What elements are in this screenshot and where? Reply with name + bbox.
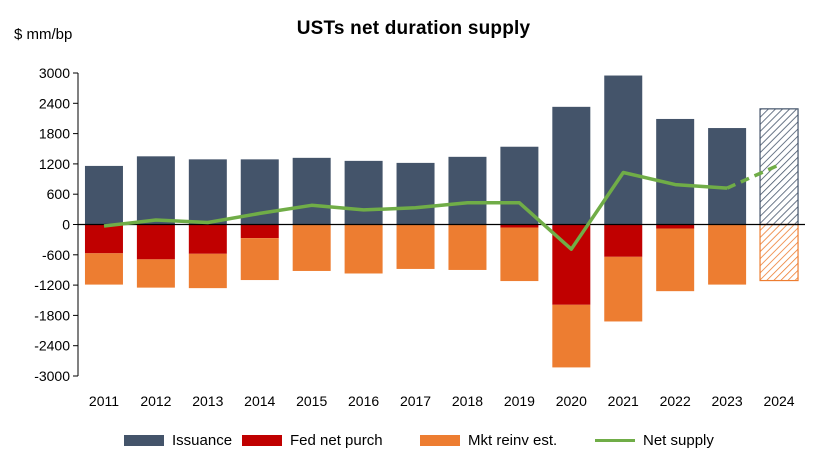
legend: Issuance Fed net purch Mkt reinv est. Ne… bbox=[0, 432, 827, 456]
y-tick-label: 3000 bbox=[39, 65, 70, 81]
y-tick-label: 600 bbox=[47, 186, 71, 202]
bar-mkt-reinv-est-2013 bbox=[188, 253, 227, 289]
legend-item-fed-net-purch: Fed net purch bbox=[242, 432, 383, 449]
bar-mkt-reinv-est-2017 bbox=[396, 224, 435, 269]
bar-issuance-2021 bbox=[604, 75, 643, 225]
bar-mkt-reinv-est-2022 bbox=[656, 228, 695, 292]
x-tick-label: 2019 bbox=[504, 393, 535, 409]
bar-issuance-2017 bbox=[396, 162, 435, 225]
x-tick-label: 2011 bbox=[89, 393, 119, 409]
legend-item-net-supply: Net supply bbox=[595, 432, 714, 449]
bar-mkt-reinv-est-2012 bbox=[136, 259, 175, 288]
bar-issuance-2019 bbox=[500, 146, 539, 225]
y-tick-label: -3000 bbox=[34, 368, 70, 384]
y-tick-label: -600 bbox=[42, 247, 70, 263]
legend-item-issuance: Issuance bbox=[124, 432, 232, 449]
x-tick-label: 2022 bbox=[660, 393, 691, 409]
legend-label-net-supply: Net supply bbox=[643, 432, 714, 449]
y-tick-label: 1800 bbox=[39, 126, 70, 142]
bar-issuance-2013 bbox=[188, 159, 227, 225]
legend-swatch-fed-net-purch bbox=[242, 435, 282, 446]
bar-mkt-reinv-est-2024 bbox=[759, 223, 799, 282]
bar-fed-net-purch-2011 bbox=[84, 224, 123, 254]
bar-issuance-2015 bbox=[292, 157, 331, 225]
x-tick-label: 2018 bbox=[452, 393, 483, 409]
bar-fed-net-purch-2012 bbox=[136, 224, 175, 260]
bar-issuance-2011 bbox=[84, 165, 123, 225]
line-net-supply-dashed bbox=[726, 163, 780, 190]
legend-item-mkt-reinv: Mkt reinv est. bbox=[420, 432, 557, 449]
x-tick-label: 2024 bbox=[763, 393, 794, 409]
y-tick-label: 0 bbox=[62, 217, 70, 233]
legend-swatch-issuance bbox=[124, 435, 164, 446]
bar-fed-net-purch-2014 bbox=[240, 224, 279, 239]
bar-mkt-reinv-est-2015 bbox=[292, 224, 331, 271]
bar-issuance-2012 bbox=[136, 156, 175, 225]
bar-fed-net-purch-2022 bbox=[656, 224, 695, 229]
bar-mkt-reinv-est-2016 bbox=[344, 224, 383, 274]
bar-issuance-2016 bbox=[344, 160, 383, 225]
bar-mkt-reinv-est-2019 bbox=[500, 227, 539, 282]
line-net-supply-solid bbox=[103, 170, 728, 251]
legend-swatch-net-supply bbox=[595, 439, 635, 442]
bar-mkt-reinv-est-2011 bbox=[84, 253, 123, 285]
chart-title: USTs net duration supply bbox=[296, 18, 531, 39]
bar-fed-net-purch-2021 bbox=[604, 224, 643, 257]
legend-label-fed-net-purch: Fed net purch bbox=[290, 432, 383, 449]
y-tick-label: 2400 bbox=[39, 95, 70, 111]
x-tick-label: 2017 bbox=[400, 393, 431, 409]
y-tick-label: -1200 bbox=[34, 277, 70, 293]
bar-mkt-reinv-est-2023 bbox=[708, 224, 747, 285]
y-tick-label: -1800 bbox=[34, 307, 70, 323]
x-axis: 2011 2012 2013 2014 2015 2016 2017 2018 2019 2020… bbox=[89, 393, 795, 409]
x-tick-label: 2015 bbox=[296, 393, 327, 409]
bar-fed-net-purch-2019 bbox=[500, 224, 539, 228]
x-tick-label: 2014 bbox=[244, 393, 275, 409]
bar-issuance-2018 bbox=[448, 156, 487, 225]
bar-mkt-reinv-est-2021 bbox=[604, 256, 643, 322]
bar-issuance-2022 bbox=[656, 118, 695, 225]
bar-issuance-2020 bbox=[552, 106, 591, 225]
bar-mkt-reinv-est-2018 bbox=[448, 224, 487, 270]
chart-plot: 3000 2400 1800 1200 600 0 -600 -1200 -1800 -2400 -… bbox=[34, 65, 805, 409]
bar-mkt-reinv-est-2020 bbox=[552, 304, 591, 368]
legend-label-mkt-reinv: Mkt reinv est. bbox=[468, 432, 558, 449]
x-tick-label: 2012 bbox=[140, 393, 171, 409]
y-axis-unit-label: $ mm/bp bbox=[14, 26, 73, 43]
x-tick-label: 2023 bbox=[712, 393, 743, 409]
y-axis: 3000 2400 1800 1200 600 0 -600 -1200 -1800 -2400 -… bbox=[34, 65, 79, 384]
bar-fed-net-purch-2013 bbox=[188, 224, 227, 254]
x-tick-label: 2020 bbox=[556, 393, 587, 409]
y-tick-label: 1200 bbox=[39, 156, 70, 172]
legend-label-issuance: Issuance bbox=[172, 432, 233, 449]
y-tick-label: -2400 bbox=[34, 338, 70, 354]
x-tick-label: 2016 bbox=[348, 393, 379, 409]
bar-issuance-2024 bbox=[759, 108, 799, 226]
bar-mkt-reinv-est-2014 bbox=[240, 238, 279, 281]
x-tick-label: 2021 bbox=[608, 393, 639, 409]
x-tick-label: 2013 bbox=[192, 393, 223, 409]
legend-swatch-mkt-reinv bbox=[420, 435, 460, 446]
net-supply-line bbox=[103, 163, 780, 251]
bar-issuance-2023 bbox=[708, 128, 747, 225]
